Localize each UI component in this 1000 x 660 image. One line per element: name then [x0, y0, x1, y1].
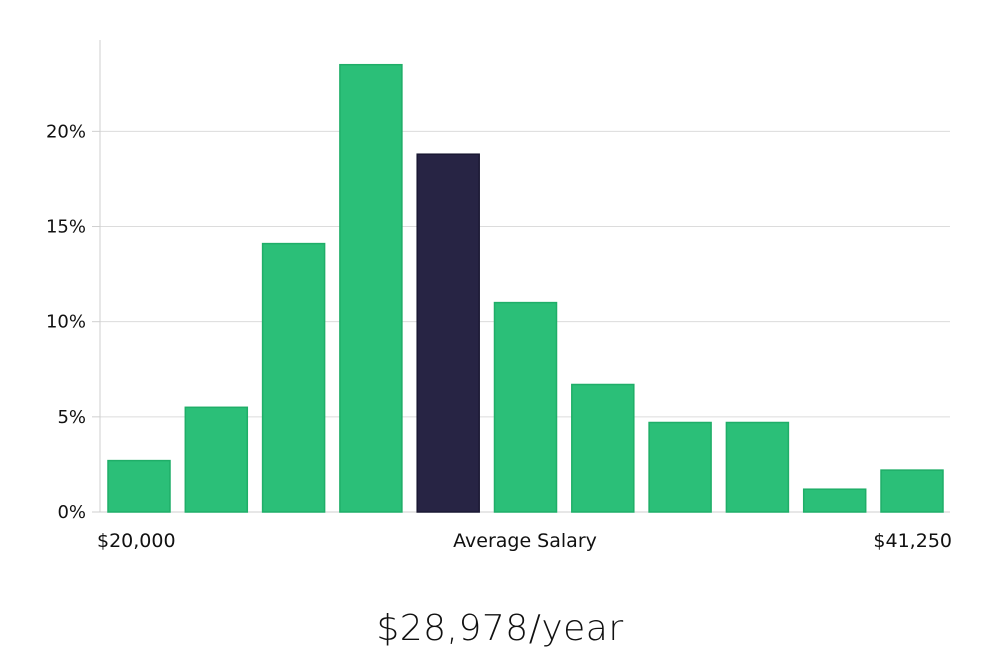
bar	[261, 242, 326, 513]
bar	[880, 469, 944, 513]
y-tick-label: 0%	[57, 502, 86, 523]
bar	[493, 301, 558, 513]
y-tick-label: 15%	[46, 217, 86, 238]
x-axis-title: Average Salary	[453, 530, 597, 552]
bars	[107, 63, 944, 513]
y-tick-label: 10%	[46, 312, 86, 333]
bar	[107, 459, 171, 513]
bar	[802, 488, 867, 513]
x-max-label: $41,250	[873, 530, 952, 552]
bar	[648, 421, 712, 513]
highlighted-bar	[416, 153, 480, 513]
bar	[184, 406, 249, 513]
y-tick-label: 20%	[46, 121, 86, 142]
bar	[725, 421, 790, 513]
bar	[339, 63, 403, 513]
bar	[571, 383, 635, 513]
y-tick-label: 5%	[57, 407, 86, 428]
average-salary-value: $28,978/year	[376, 608, 624, 649]
x-min-label: $20,000	[97, 530, 176, 552]
salary-histogram: 0% 5% 10% 15% 20% $20,000 Average Salary $41…	[46, 40, 952, 552]
y-tick-labels: 0% 5% 10% 15% 20%	[46, 121, 86, 523]
